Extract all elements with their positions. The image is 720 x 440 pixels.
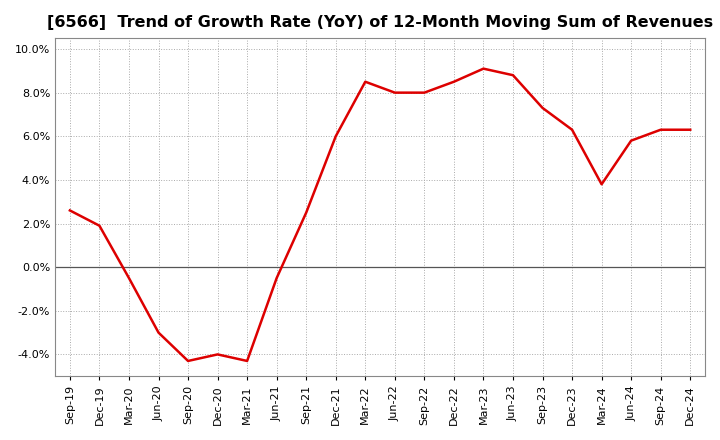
Title: [6566]  Trend of Growth Rate (YoY) of 12-Month Moving Sum of Revenues: [6566] Trend of Growth Rate (YoY) of 12-… bbox=[47, 15, 713, 30]
